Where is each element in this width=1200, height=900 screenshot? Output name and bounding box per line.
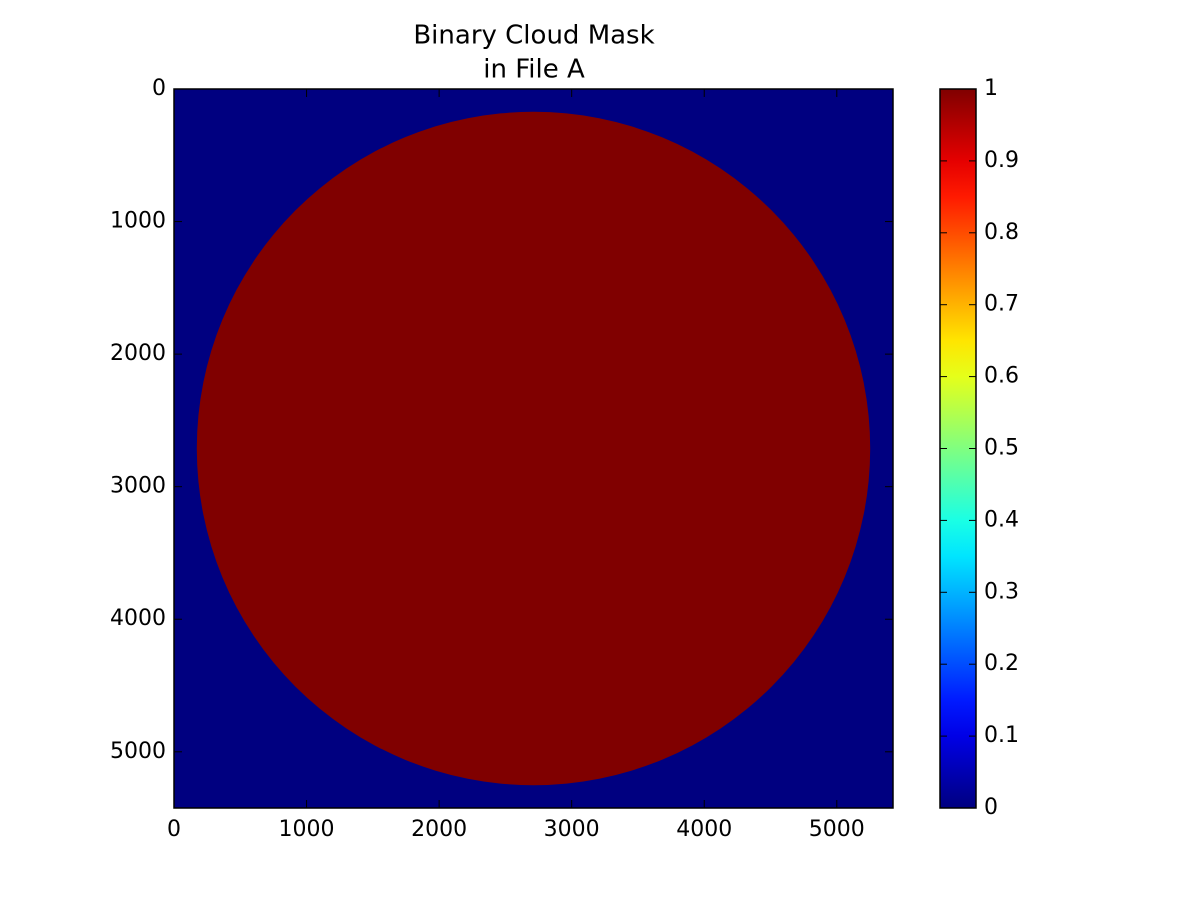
colorbar-tick-label: 1	[984, 76, 998, 101]
y-tick-label: 3000	[110, 474, 166, 499]
colorbar-tick-label: 0.2	[984, 651, 1019, 676]
y-tick-label: 5000	[110, 739, 166, 764]
x-tick-label: 1000	[279, 817, 335, 842]
colorbar-tick-label: 0.9	[984, 148, 1019, 173]
x-tick-label: 3000	[544, 817, 600, 842]
y-tick-label: 0	[152, 76, 166, 101]
colorbar-tick-label: 0.7	[984, 292, 1019, 317]
colorbar-tick-label: 0	[984, 795, 998, 820]
colorbar-tick-label: 0.8	[984, 220, 1019, 245]
colorbar-tick-label: 0.5	[984, 436, 1019, 461]
colorbar-tick-label: 0.3	[984, 579, 1019, 604]
x-tick-label: 4000	[676, 817, 732, 842]
cloud-disk	[196, 111, 871, 786]
colorbar-tick-label: 0.4	[984, 507, 1019, 532]
chart-title: in File A	[483, 55, 585, 85]
colorbar-tick-label: 0.1	[984, 723, 1019, 748]
x-tick-label: 0	[167, 817, 181, 842]
plot-frame	[173, 88, 894, 809]
x-tick-label: 5000	[809, 817, 865, 842]
y-tick-label: 1000	[110, 209, 166, 234]
y-tick-label: 4000	[110, 606, 166, 631]
y-tick-label: 2000	[110, 341, 166, 366]
x-tick-label: 2000	[411, 817, 467, 842]
colorbar-tick-label: 0.6	[984, 364, 1019, 389]
chart-title: Binary Cloud Mask	[413, 21, 654, 51]
